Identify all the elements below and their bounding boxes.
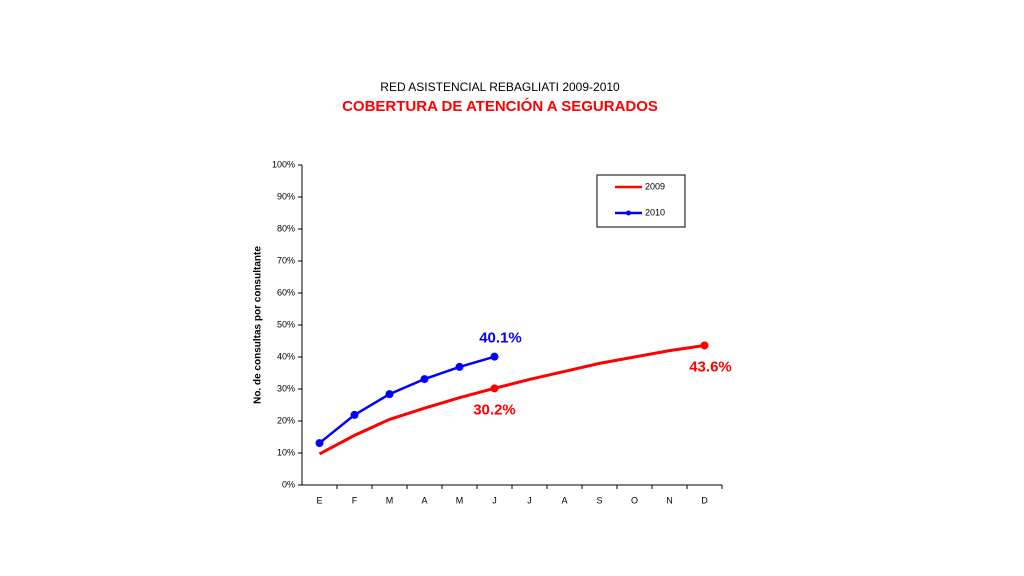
- data-point: [420, 375, 429, 384]
- data-point: [490, 352, 499, 361]
- x-tick-label: N: [666, 495, 673, 505]
- x-tick-label: A: [421, 495, 427, 505]
- y-tick-label: 40%: [277, 351, 295, 361]
- data-point: [455, 362, 464, 371]
- y-tick-label: 50%: [277, 319, 295, 329]
- x-tick-label: J: [492, 495, 497, 505]
- y-tick-label: 60%: [277, 287, 295, 297]
- legend-marker: [626, 210, 631, 216]
- y-axis-label: No. de consultas por consultante: [253, 246, 264, 404]
- y-tick-label: 70%: [277, 255, 295, 265]
- legend-label: 2009: [645, 181, 665, 191]
- x-tick-label: O: [631, 495, 638, 505]
- data-point: [700, 341, 709, 350]
- data-point: [350, 410, 359, 419]
- x-tick-label: F: [352, 495, 358, 505]
- x-tick-label: D: [701, 495, 708, 505]
- data-point: [315, 439, 324, 448]
- x-tick-label: E: [316, 495, 322, 505]
- chart-subtitle: COBERTURA DE ATENCIÓN A SEGURADOS: [342, 97, 658, 115]
- series-line: [318, 343, 705, 456]
- y-tick-label: 80%: [277, 223, 295, 233]
- chart-title: RED ASISTENCIAL REBAGLIATI 2009-2010: [380, 80, 620, 94]
- series-line: [318, 355, 495, 445]
- y-tick-label: 0%: [282, 479, 295, 489]
- legend-box: [596, 174, 686, 228]
- data-label: 30.2%: [473, 401, 516, 418]
- x-tick-label: M: [386, 495, 394, 505]
- y-tick-label: 30%: [277, 383, 295, 393]
- x-tick-label: M: [456, 495, 464, 505]
- x-tick-label: S: [596, 495, 602, 505]
- data-point: [490, 384, 499, 393]
- y-tick-label: 90%: [277, 191, 295, 201]
- x-tick-label: A: [561, 495, 567, 505]
- legend-label: 2010: [645, 207, 665, 217]
- data-label: 43.6%: [689, 358, 732, 375]
- x-tick-label: J: [527, 495, 532, 505]
- y-tick-label: 100%: [272, 159, 295, 169]
- y-tick-label: 10%: [277, 447, 295, 457]
- data-point: [385, 390, 394, 399]
- y-tick-label: 20%: [277, 415, 295, 425]
- data-label: 40.1%: [479, 330, 522, 347]
